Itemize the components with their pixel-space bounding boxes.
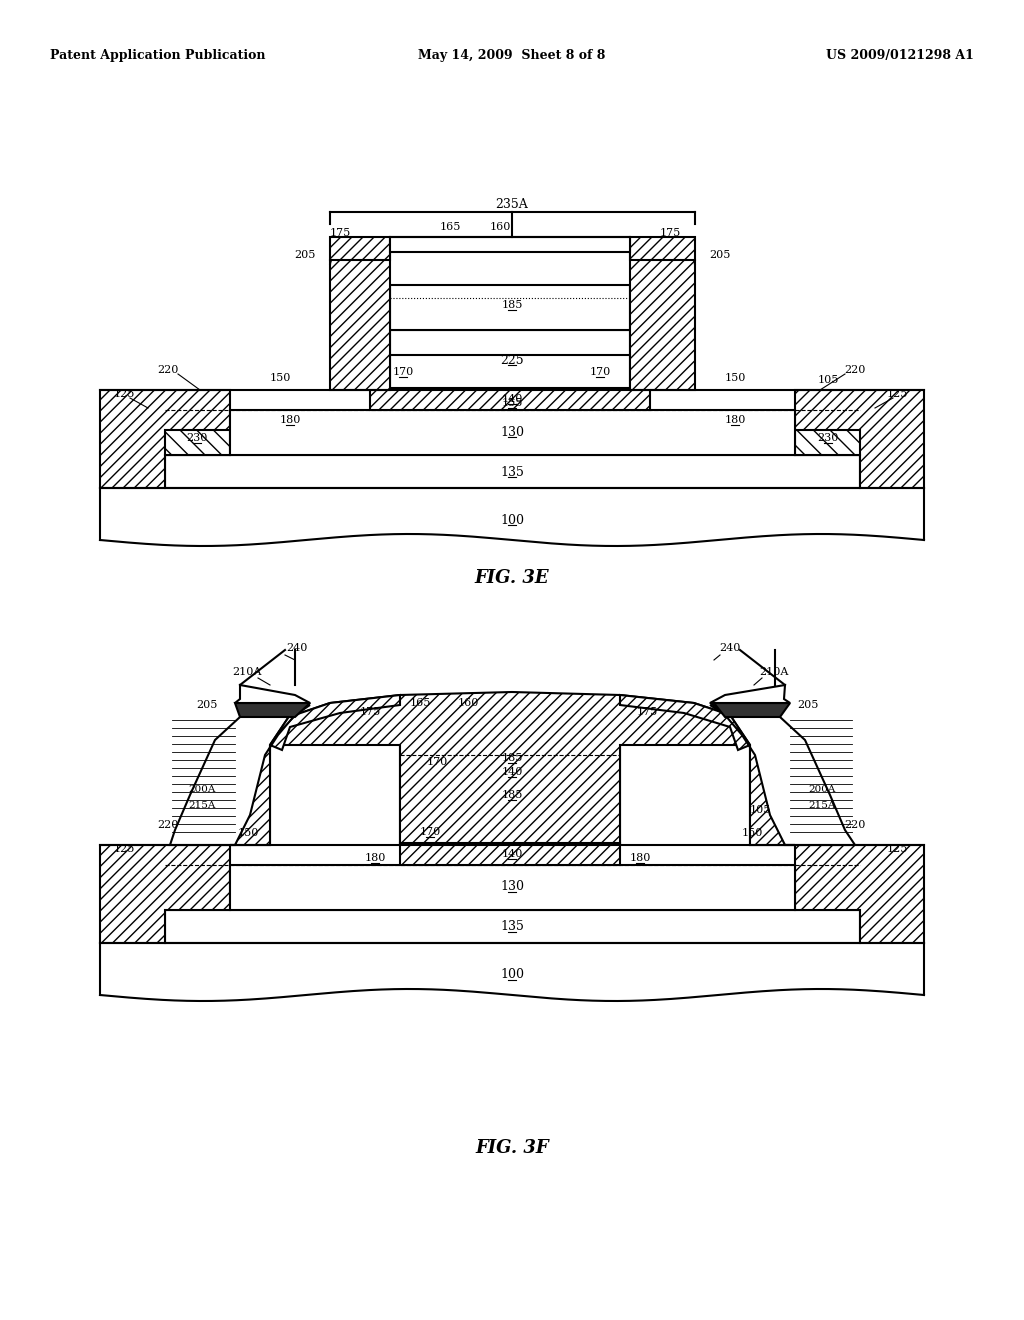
- Text: 125: 125: [114, 843, 135, 854]
- Polygon shape: [710, 685, 790, 704]
- Polygon shape: [795, 389, 924, 488]
- Text: 180: 180: [280, 414, 301, 425]
- Text: 125: 125: [887, 389, 907, 399]
- Text: 205: 205: [710, 249, 731, 260]
- Text: 130: 130: [500, 880, 524, 894]
- Text: 170: 170: [590, 367, 610, 378]
- Bar: [390, 285, 630, 330]
- Bar: [230, 865, 795, 909]
- Polygon shape: [270, 692, 750, 843]
- Text: 185: 185: [502, 752, 522, 763]
- Text: 240: 240: [287, 643, 307, 653]
- Text: 135: 135: [500, 466, 524, 479]
- Text: 175: 175: [659, 228, 681, 238]
- Text: 150: 150: [724, 374, 745, 383]
- Polygon shape: [170, 704, 310, 845]
- Text: 180: 180: [724, 414, 745, 425]
- Text: 135: 135: [500, 920, 524, 933]
- Text: FIG. 3E: FIG. 3E: [475, 569, 549, 587]
- Text: 205: 205: [798, 700, 818, 710]
- Polygon shape: [330, 252, 390, 389]
- Text: 230: 230: [186, 433, 208, 444]
- Text: 170: 170: [420, 828, 440, 837]
- Bar: [630, 238, 695, 260]
- Polygon shape: [710, 705, 795, 845]
- Text: 160: 160: [458, 698, 478, 708]
- Text: 150: 150: [238, 828, 259, 838]
- Text: 210A: 210A: [760, 667, 788, 677]
- Text: 175: 175: [359, 708, 381, 717]
- Text: 170: 170: [426, 756, 447, 767]
- Text: 165: 165: [410, 698, 431, 708]
- Text: 185: 185: [502, 789, 522, 800]
- Text: 225: 225: [500, 354, 524, 367]
- Text: May 14, 2009  Sheet 8 of 8: May 14, 2009 Sheet 8 of 8: [419, 49, 605, 62]
- Polygon shape: [100, 845, 230, 942]
- Text: 215A: 215A: [808, 800, 836, 809]
- Text: 155: 155: [502, 399, 522, 408]
- Bar: [400, 744, 620, 843]
- Text: 125: 125: [887, 843, 907, 854]
- Text: 200A: 200A: [188, 785, 216, 795]
- Text: 175: 175: [636, 708, 657, 717]
- Text: 210A: 210A: [232, 667, 262, 677]
- Text: 175: 175: [330, 228, 350, 238]
- Text: 215A: 215A: [188, 800, 216, 809]
- Bar: [795, 430, 860, 455]
- Text: 150: 150: [269, 374, 291, 383]
- Text: 230: 230: [817, 433, 839, 444]
- Text: Patent Application Publication: Patent Application Publication: [50, 49, 265, 62]
- Bar: [165, 455, 860, 488]
- Polygon shape: [714, 704, 790, 717]
- Bar: [400, 843, 620, 865]
- Text: 205: 205: [197, 700, 218, 710]
- Bar: [230, 411, 795, 455]
- Polygon shape: [234, 704, 310, 717]
- Polygon shape: [234, 685, 310, 704]
- Text: 105: 105: [750, 805, 771, 814]
- Text: 170: 170: [392, 367, 414, 378]
- Text: 140: 140: [502, 767, 522, 777]
- Polygon shape: [710, 704, 855, 845]
- Polygon shape: [630, 252, 695, 389]
- Bar: [370, 388, 650, 411]
- Text: 205: 205: [294, 249, 315, 260]
- Text: 125: 125: [114, 389, 135, 399]
- Text: 220: 220: [158, 366, 178, 375]
- Text: 105: 105: [817, 375, 839, 385]
- Polygon shape: [230, 705, 310, 845]
- Text: FIG. 3F: FIG. 3F: [475, 1139, 549, 1158]
- Text: 100: 100: [500, 513, 524, 527]
- Text: 235A: 235A: [496, 198, 528, 211]
- Text: 130: 130: [500, 425, 524, 438]
- Text: 240: 240: [719, 643, 740, 653]
- Bar: [330, 238, 390, 260]
- Text: 100: 100: [500, 969, 524, 982]
- Polygon shape: [795, 845, 924, 942]
- Text: 220: 220: [845, 820, 865, 830]
- Bar: [390, 238, 630, 252]
- Bar: [165, 909, 860, 942]
- Polygon shape: [620, 696, 750, 750]
- Text: 140: 140: [502, 849, 522, 859]
- Bar: [390, 330, 630, 388]
- Text: 180: 180: [365, 853, 386, 863]
- Bar: [165, 430, 230, 455]
- Text: 150: 150: [741, 828, 763, 838]
- Text: US 2009/0121298 A1: US 2009/0121298 A1: [826, 49, 974, 62]
- Text: 220: 220: [845, 366, 865, 375]
- Text: 185: 185: [502, 300, 522, 310]
- Polygon shape: [100, 389, 230, 488]
- Text: 220: 220: [158, 820, 178, 830]
- Text: 160: 160: [489, 222, 511, 232]
- Text: 140: 140: [502, 393, 522, 404]
- Text: 180: 180: [630, 853, 650, 863]
- Text: 165: 165: [439, 222, 461, 232]
- Polygon shape: [270, 696, 400, 750]
- Text: 200A: 200A: [808, 785, 836, 795]
